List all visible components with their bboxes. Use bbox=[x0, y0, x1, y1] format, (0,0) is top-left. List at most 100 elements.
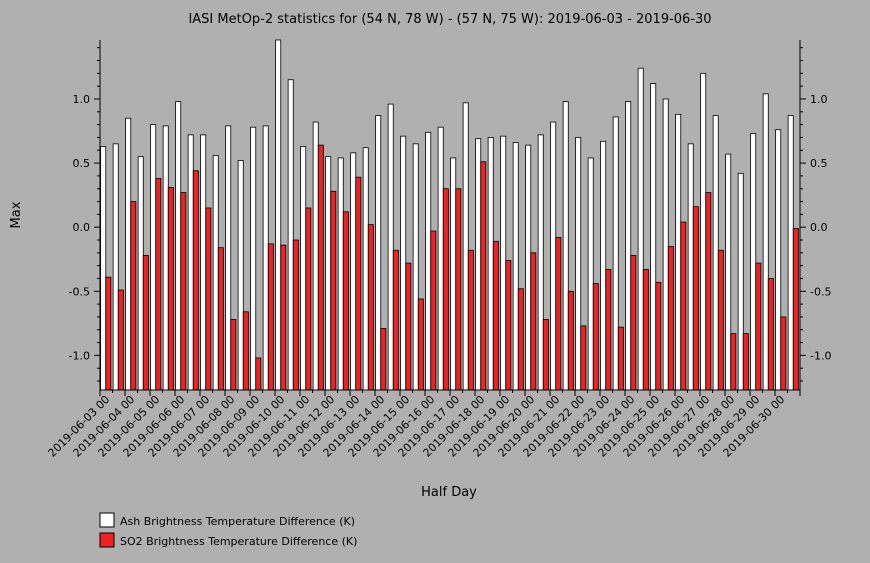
bar-so2-22 bbox=[380, 328, 387, 391]
bar-ash-32 bbox=[500, 135, 507, 391]
bars-group bbox=[100, 39, 799, 391]
bar-ash-54 bbox=[775, 129, 782, 391]
bar-ash-39 bbox=[587, 157, 594, 391]
bar-so2-21 bbox=[367, 224, 374, 391]
bar-ash-49 bbox=[712, 115, 719, 391]
bar-so2-25 bbox=[417, 298, 424, 391]
bar-ash-12 bbox=[250, 126, 257, 391]
bar-so2-2 bbox=[130, 201, 137, 391]
bar-ash-45 bbox=[662, 98, 669, 391]
bar-ash-36 bbox=[550, 121, 557, 391]
bar-so2-53 bbox=[767, 278, 774, 391]
bar-so2-27 bbox=[442, 188, 449, 391]
y-tick-label-left: -0.5 bbox=[69, 285, 90, 298]
bar-ash-0 bbox=[100, 146, 107, 391]
bar-so2-55 bbox=[792, 228, 799, 391]
bar-ash-24 bbox=[400, 135, 407, 391]
bar-ash-18 bbox=[325, 156, 332, 391]
bar-ash-9 bbox=[212, 154, 219, 391]
legend-label-so2: SO2 Brightness Temperature Difference (K… bbox=[120, 535, 357, 548]
bar-so2-9 bbox=[217, 247, 224, 391]
y-tick-label-right: 1.0 bbox=[810, 93, 828, 106]
bar-ash-41 bbox=[612, 116, 619, 391]
axes-group: -1.0 -1.0-0.5 -0.50.0 0.00.5 0.51.0 1.02019-0… bbox=[46, 40, 831, 460]
bar-ash-37 bbox=[562, 101, 569, 391]
bar-so2-48 bbox=[705, 192, 712, 391]
bar-so2-38 bbox=[580, 325, 587, 391]
bar-so2-49 bbox=[717, 249, 724, 391]
bar-so2-45 bbox=[667, 246, 674, 391]
bar-ash-55 bbox=[787, 115, 794, 391]
bar-so2-0 bbox=[105, 276, 112, 391]
bar-so2-50 bbox=[730, 333, 737, 391]
bar-ash-1 bbox=[112, 143, 119, 391]
y-tick-label-right: 0.0 bbox=[810, 221, 828, 234]
bar-so2-30 bbox=[480, 161, 487, 391]
bar-ash-30 bbox=[475, 138, 482, 391]
bar-ash-16 bbox=[300, 146, 307, 391]
bar-so2-29 bbox=[467, 249, 474, 391]
bar-so2-51 bbox=[742, 333, 749, 391]
bar-so2-40 bbox=[605, 269, 612, 391]
bar-ash-10 bbox=[225, 125, 232, 391]
x-axis-label: Half Day bbox=[421, 485, 477, 500]
legend-label-ash: Ash Brightness Temperature Difference (K… bbox=[120, 515, 355, 528]
bar-so2-13 bbox=[267, 243, 274, 391]
bar-so2-19 bbox=[342, 211, 349, 391]
bar-so2-46 bbox=[680, 221, 687, 391]
bar-ash-15 bbox=[287, 79, 294, 391]
bar-so2-37 bbox=[567, 290, 574, 391]
bar-ash-21 bbox=[362, 147, 369, 391]
bar-ash-40 bbox=[600, 140, 607, 391]
bar-ash-20 bbox=[350, 152, 357, 391]
bar-so2-7 bbox=[192, 170, 199, 391]
bar-so2-26 bbox=[430, 230, 437, 391]
bar-ash-42 bbox=[625, 101, 632, 391]
bar-so2-8 bbox=[205, 207, 212, 391]
bar-ash-31 bbox=[487, 137, 494, 391]
y-axis-label: Max bbox=[9, 201, 24, 228]
bar-ash-26 bbox=[425, 131, 432, 391]
bar-so2-24 bbox=[405, 262, 412, 391]
bar-so2-35 bbox=[542, 319, 549, 391]
bar-ash-50 bbox=[725, 153, 732, 391]
bar-so2-39 bbox=[592, 283, 599, 391]
bar-so2-23 bbox=[392, 249, 399, 391]
bar-so2-20 bbox=[355, 176, 362, 391]
bar-ash-29 bbox=[462, 102, 469, 391]
bar-ash-11 bbox=[237, 160, 244, 391]
bar-so2-28 bbox=[455, 188, 462, 391]
bar-so2-36 bbox=[555, 237, 562, 391]
bar-ash-22 bbox=[375, 115, 382, 391]
bar-so2-11 bbox=[242, 311, 249, 391]
bar-ash-23 bbox=[387, 103, 394, 391]
y-tick-label-left: -1.0 bbox=[69, 349, 90, 362]
bar-ash-3 bbox=[137, 156, 144, 391]
bar-so2-32 bbox=[505, 260, 512, 391]
bar-so2-15 bbox=[292, 239, 299, 391]
bar-ash-44 bbox=[650, 83, 657, 391]
bar-ash-13 bbox=[262, 125, 269, 391]
bar-so2-14 bbox=[280, 244, 287, 391]
bar-ash-28 bbox=[450, 157, 457, 391]
y-tick-label-right: 0.5 bbox=[810, 157, 828, 170]
bar-ash-51 bbox=[737, 172, 744, 391]
bar-so2-47 bbox=[692, 206, 699, 391]
bar-so2-3 bbox=[142, 254, 149, 391]
bar-ash-14 bbox=[275, 39, 282, 391]
bar-ash-8 bbox=[200, 134, 207, 391]
bar-so2-1 bbox=[117, 289, 124, 391]
bar-so2-41 bbox=[617, 326, 624, 391]
bar-ash-17 bbox=[312, 121, 319, 391]
bar-so2-16 bbox=[305, 207, 312, 391]
y-tick-label-left: 0.0 bbox=[73, 221, 91, 234]
legend-swatch-ash bbox=[99, 512, 115, 528]
bar-ash-5 bbox=[162, 125, 169, 391]
bar-so2-10 bbox=[230, 319, 237, 391]
bar-ash-25 bbox=[412, 143, 419, 391]
bar-ash-52 bbox=[750, 133, 757, 391]
chart-title: IASI MetOp-2 statistics for (54 N, 78 W)… bbox=[188, 12, 711, 27]
bar-so2-33 bbox=[517, 288, 524, 391]
bar-so2-52 bbox=[755, 262, 762, 391]
bar-ash-33 bbox=[512, 142, 519, 391]
